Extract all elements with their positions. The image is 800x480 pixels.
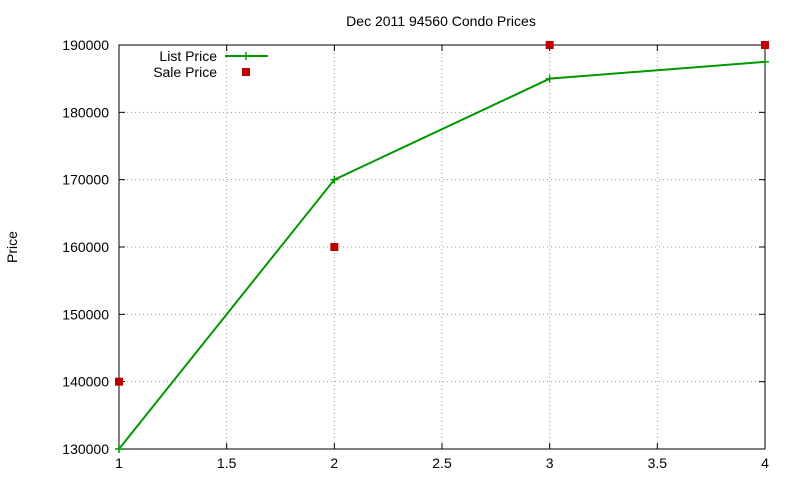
chart-title: Dec 2011 94560 Condo Prices: [346, 13, 536, 29]
y-tick-label: 150000: [62, 306, 109, 322]
y-axis-label: Price: [4, 231, 20, 263]
list-price-point: [761, 57, 769, 66]
y-tick-label: 160000: [62, 239, 109, 255]
sale-price-point: [545, 41, 554, 49]
sale-price-point: [761, 41, 769, 49]
sale-price-point: [115, 377, 123, 386]
y-tick-label: 180000: [62, 104, 109, 120]
list-price-line: [118, 60, 766, 450]
list-price-point: [115, 445, 123, 453]
list-price-point: [545, 74, 554, 83]
y-tick-label: 140000: [62, 374, 109, 390]
legend-label-sale-price: Sale Price: [153, 64, 217, 80]
x-tick-label: 1.5: [217, 455, 237, 471]
x-tick-label: 3.5: [648, 455, 668, 471]
x-tick-label: 4: [761, 455, 769, 471]
sale-price-point: [330, 243, 339, 251]
x-tick-label: 1: [115, 455, 123, 471]
x-tick-label: 2.5: [432, 455, 452, 471]
legend-label-list-price: List Price: [159, 48, 217, 64]
y-tick-label: 190000: [62, 37, 109, 53]
x-tick-label: 2: [330, 455, 338, 471]
axis-ticks: 1 1.5 2 2.5 3 3.5 4 130000 140000 150000 160000 170…: [62, 37, 769, 471]
x-tick-label: 3: [546, 455, 554, 471]
legend-marker-sale-price: [242, 68, 250, 76]
list-price-point: [330, 175, 339, 184]
grid-lines: [119, 45, 765, 449]
data-series: [115, 41, 769, 453]
y-tick-label: 130000: [62, 441, 109, 457]
y-tick-label: 170000: [62, 172, 109, 188]
legend-marker-list-price: [242, 52, 250, 60]
